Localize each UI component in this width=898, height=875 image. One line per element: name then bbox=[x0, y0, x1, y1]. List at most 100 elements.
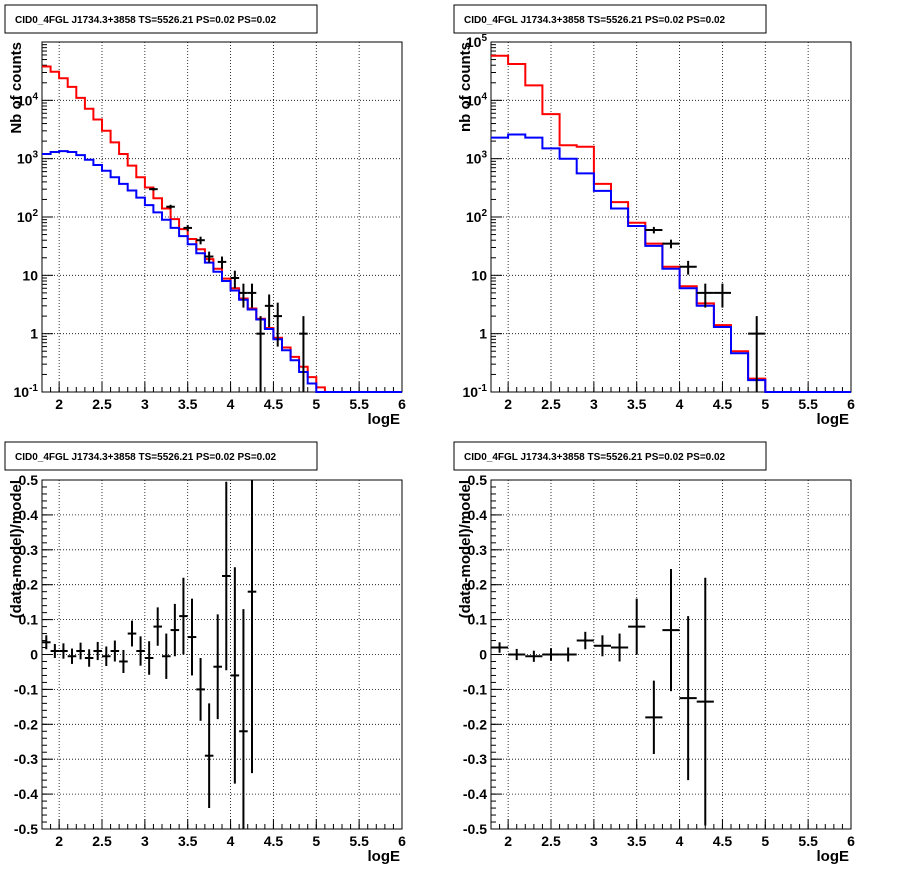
data-point bbox=[696, 577, 714, 826]
y-axis-label: Nb of counts bbox=[8, 42, 25, 134]
data-point bbox=[196, 657, 205, 721]
y-tick-label: 0.2 bbox=[19, 577, 39, 593]
x-tick-label: 5.5 bbox=[349, 833, 369, 849]
data-point bbox=[696, 283, 714, 308]
y-tick-labels: 10-1 1 10 102 103 104 bbox=[14, 91, 39, 400]
model-step-line bbox=[491, 133, 851, 393]
grid-lines bbox=[490, 41, 852, 393]
data-point bbox=[204, 703, 214, 809]
data-point bbox=[196, 236, 205, 245]
x-axis-label: logE bbox=[368, 848, 401, 865]
x-tick-label: 5.5 bbox=[798, 396, 818, 412]
x-tick-label: 3 bbox=[141, 396, 149, 412]
y-tick-label: -0.2 bbox=[14, 716, 38, 732]
data-point bbox=[273, 302, 282, 347]
x-tick-label: 2 bbox=[504, 396, 512, 412]
y-axis-label: nb of counts bbox=[457, 42, 474, 132]
x-tick-label: 2 bbox=[55, 396, 63, 412]
x-tick-label: 4 bbox=[676, 396, 684, 412]
x-axis-label: logE bbox=[368, 411, 401, 428]
x-tick-label: 5 bbox=[761, 396, 769, 412]
y-tick-label: 0.2 bbox=[468, 577, 488, 593]
x-tick-label: 4.5 bbox=[713, 396, 733, 412]
x-tick-label: 4.5 bbox=[264, 833, 284, 849]
x-tick-label: 6 bbox=[847, 396, 855, 412]
y-tick-label: 0.3 bbox=[19, 542, 39, 558]
data-point bbox=[162, 633, 171, 679]
x-tick-labels: 2 2.5 3 3.5 4 4.5 5 5.5 6 bbox=[55, 396, 406, 412]
data-point bbox=[628, 598, 646, 655]
data-series bbox=[491, 568, 714, 826]
y-tick-label: -0.4 bbox=[14, 786, 38, 802]
title-box bbox=[4, 441, 318, 471]
data-point bbox=[42, 635, 51, 650]
y-tick-label: -0.4 bbox=[463, 786, 487, 802]
x-tick-label: 6 bbox=[398, 833, 406, 849]
y-axis-label: (data-model)/model bbox=[457, 480, 474, 618]
y-axis-label: (data-model)/model bbox=[8, 480, 25, 618]
y-tick-label: 0.1 bbox=[19, 612, 39, 628]
y-tick-label: 1 bbox=[30, 326, 38, 342]
grid-lines bbox=[41, 42, 403, 393]
x-tick-label: 3.5 bbox=[627, 833, 647, 849]
x-axis-label: logE bbox=[817, 411, 850, 428]
y-tick-label: 104 bbox=[466, 91, 488, 108]
x-tick-label: 5.5 bbox=[349, 396, 369, 412]
title-box bbox=[453, 4, 767, 34]
data-point bbox=[491, 642, 509, 653]
x-tick-labels: 2 2.5 3 3.5 4 4.5 5 5.5 6 bbox=[55, 833, 406, 849]
data-point bbox=[179, 577, 188, 655]
y-tick-label: 103 bbox=[466, 150, 488, 167]
x-tick-label: 4 bbox=[227, 396, 235, 412]
x-tick-label: 2 bbox=[55, 833, 63, 849]
data-point bbox=[204, 251, 214, 263]
y-tick-label: -0.2 bbox=[463, 716, 487, 732]
y-tick-label: -0.5 bbox=[463, 821, 487, 837]
data-point bbox=[136, 636, 145, 666]
data-point bbox=[110, 640, 120, 662]
y-tick-label: 103 bbox=[17, 150, 39, 167]
x-tick-label: 4 bbox=[227, 833, 235, 849]
panel-residual-right: CID0_4FGL J1734.3+3858 TS=5526.21 PS=0.0… bbox=[453, 441, 855, 865]
data-point bbox=[662, 239, 680, 249]
panel-title: CID0_4FGL J1734.3+3858 TS=5526.21 PS=0.0… bbox=[464, 15, 726, 26]
panel-title: CID0_4FGL J1734.3+3858 TS=5526.21 PS=0.0… bbox=[15, 452, 277, 463]
data-point bbox=[50, 644, 60, 658]
data-point bbox=[713, 283, 731, 308]
x-tick-label: 3.5 bbox=[178, 396, 198, 412]
data-point bbox=[127, 620, 137, 647]
data-series bbox=[42, 480, 257, 829]
data-point bbox=[264, 294, 274, 328]
data-point bbox=[508, 648, 526, 661]
y-tick-label: -0.3 bbox=[14, 751, 38, 767]
x-axis-label: logE bbox=[817, 848, 850, 865]
data-point bbox=[222, 481, 231, 671]
x-tick-label: 4 bbox=[676, 833, 684, 849]
data-point bbox=[153, 607, 162, 646]
data-point bbox=[239, 609, 248, 829]
x-tick-label: 6 bbox=[847, 833, 855, 849]
data-point bbox=[213, 614, 222, 720]
x-tick-label: 3.5 bbox=[178, 833, 198, 849]
y-tick-label: 105 bbox=[466, 33, 488, 50]
panel-title: CID0_4FGL J1734.3+3858 TS=5526.21 PS=0.0… bbox=[15, 15, 277, 26]
data-point bbox=[102, 646, 111, 667]
model-step-line bbox=[42, 150, 402, 393]
data-point bbox=[525, 650, 543, 662]
y-tick-label: -0.5 bbox=[14, 821, 38, 837]
data-point bbox=[230, 567, 240, 784]
panel-counts-left: CID0_4FGL J1734.3+3858 TS=5526.21 PS=0.0… bbox=[4, 4, 406, 428]
data-point bbox=[230, 270, 240, 289]
data-point bbox=[645, 226, 663, 234]
y-tick-labels: -0.5 -0.4 -0.3 -0.2 -0.1 0 0.1 0.2 0.3 0.4 0.5 bbox=[463, 472, 487, 837]
y-tick-label: 102 bbox=[466, 208, 488, 225]
title-box bbox=[4, 4, 318, 34]
y-tick-label: 102 bbox=[17, 208, 39, 225]
y-tick-label: 10 bbox=[22, 267, 38, 283]
y-tick-label: 0.5 bbox=[468, 472, 488, 488]
data-point bbox=[256, 316, 265, 392]
x-tick-label: 4.5 bbox=[264, 396, 284, 412]
y-tick-label: 0.4 bbox=[19, 507, 39, 523]
data-point bbox=[67, 648, 77, 664]
